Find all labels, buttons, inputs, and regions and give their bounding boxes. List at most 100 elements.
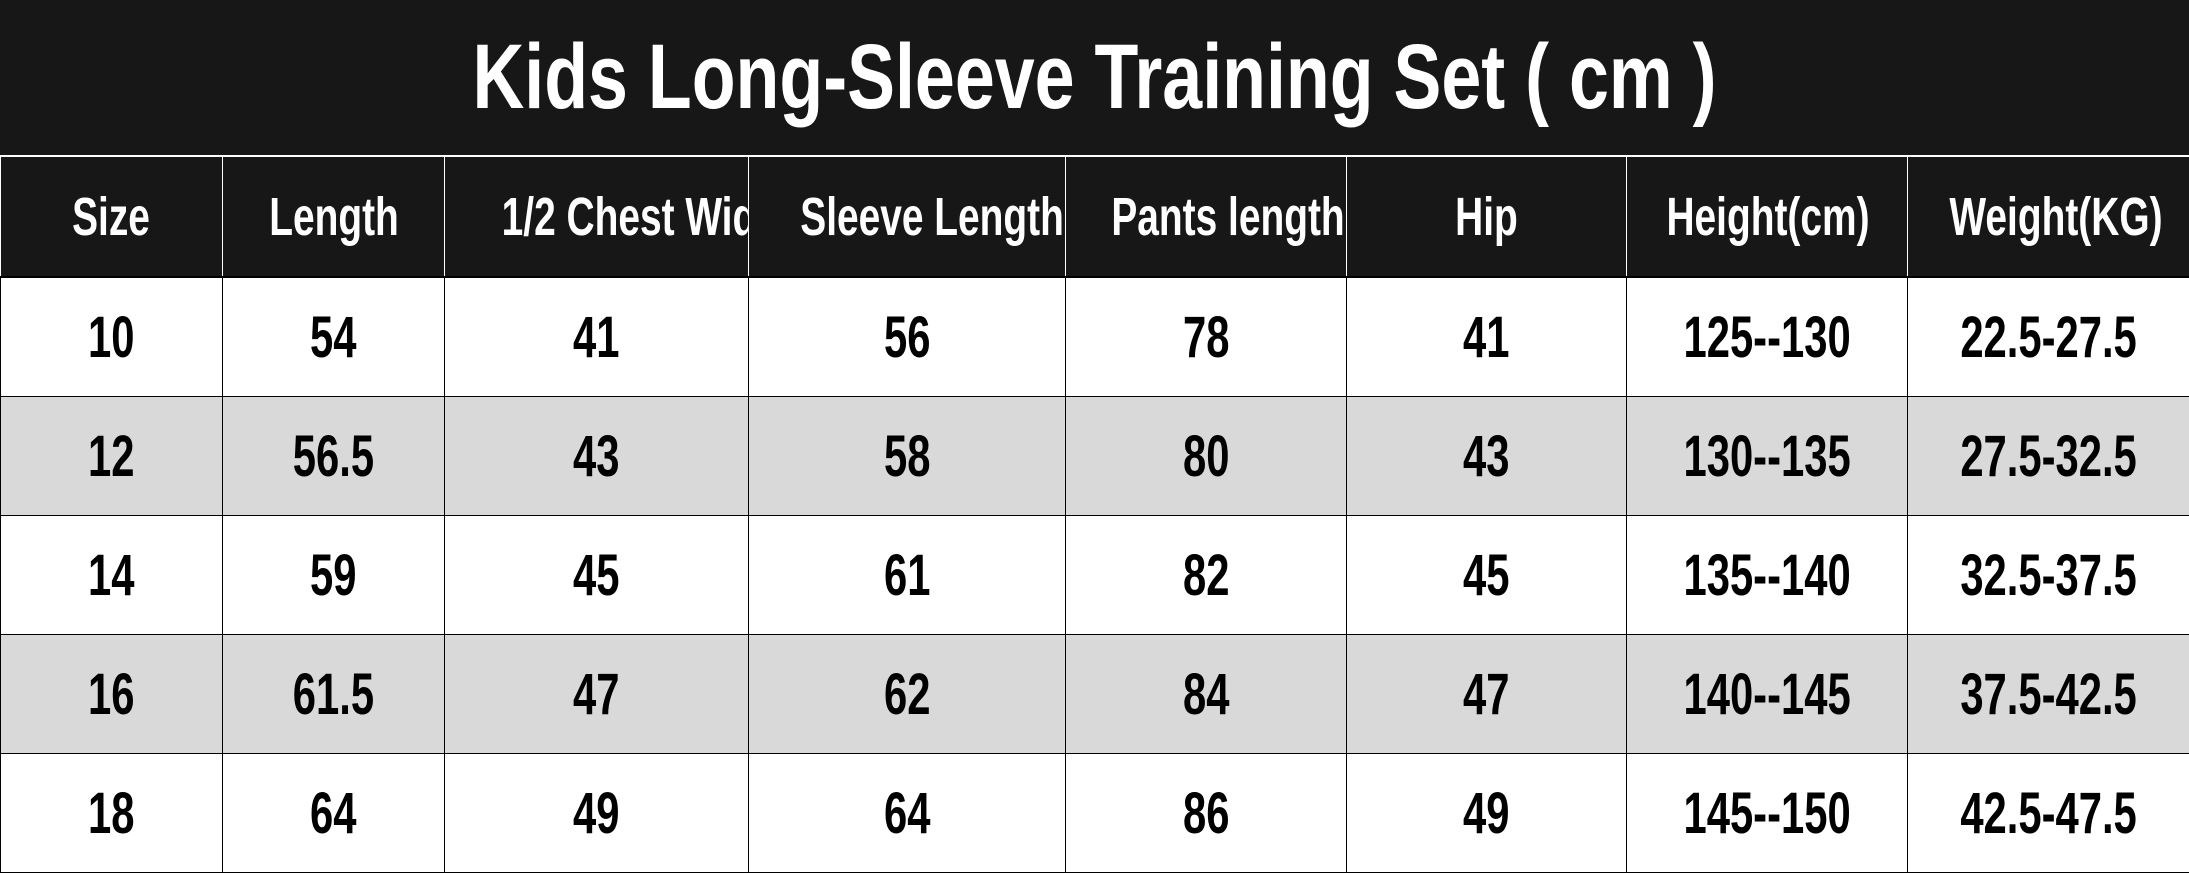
- table-cell: 86: [1066, 754, 1347, 873]
- cell-text: 49: [1463, 780, 1509, 847]
- cell-text: 64: [884, 780, 930, 847]
- table-cell: 49: [1347, 754, 1627, 873]
- table-cell: 140--145: [1627, 635, 1908, 754]
- cell-text: 61: [884, 542, 930, 609]
- cell-text: 135--140: [1683, 542, 1850, 609]
- cell-text: 32.5-37.5: [1960, 542, 2136, 609]
- column-header-text: Weight(KG): [1949, 186, 2162, 248]
- table-cell: 61.5: [223, 635, 445, 754]
- table-cell: 62: [749, 635, 1066, 754]
- table-cell: 42.5-47.5: [1908, 754, 2189, 873]
- table-cell: 41: [1347, 277, 1627, 397]
- cell-text: 10: [88, 304, 134, 371]
- table-row: 12 56.5 43 58 80 43 130--135 27.5-32.5: [1, 397, 2189, 516]
- table-cell: 49: [445, 754, 749, 873]
- cell-text: 42.5-47.5: [1960, 780, 2136, 847]
- cell-text: 56: [884, 304, 930, 371]
- cell-text: 145--150: [1683, 780, 1850, 847]
- column-header: Sleeve Length: [749, 157, 1066, 277]
- table-cell: 64: [223, 754, 445, 873]
- column-header-text: Height(cm): [1666, 186, 1869, 248]
- column-header: Hip: [1347, 157, 1627, 277]
- table-title: Kids Long-Sleeve Training Set ( cm ): [0, 0, 2189, 157]
- column-header: 1/2 Chest Width: [445, 157, 749, 277]
- table-cell: 125--130: [1627, 277, 1908, 397]
- table-cell: 80: [1066, 397, 1347, 516]
- cell-text: 47: [573, 661, 619, 728]
- table-cell: 78: [1066, 277, 1347, 397]
- table-cell: 45: [1347, 516, 1627, 635]
- table-cell: 58: [749, 397, 1066, 516]
- cell-text: 64: [310, 780, 356, 847]
- cell-text: 41: [573, 304, 619, 371]
- cell-text: 130--135: [1683, 423, 1850, 490]
- column-header: Length: [223, 157, 445, 277]
- cell-text: 61.5: [293, 661, 374, 728]
- cell-text: 22.5-27.5: [1960, 304, 2136, 371]
- table-cell: 130--135: [1627, 397, 1908, 516]
- table-cell: 82: [1066, 516, 1347, 635]
- table-cell: 10: [1, 277, 223, 397]
- table-cell: 14: [1, 516, 223, 635]
- column-header-text: Length: [269, 186, 399, 248]
- table-cell: 12: [1, 397, 223, 516]
- column-header: Pants length: [1066, 157, 1347, 277]
- table-cell: 84: [1066, 635, 1347, 754]
- cell-text: 86: [1183, 780, 1229, 847]
- table-row: 10 54 41 56 78 41 125--130 22.5-27.5: [1, 277, 2189, 397]
- cell-text: 62: [884, 661, 930, 728]
- column-header-text: 1/2 Chest Width: [502, 186, 749, 248]
- column-header-text: Size: [73, 186, 151, 248]
- column-header-text: Pants length: [1111, 186, 1344, 248]
- cell-text: 14: [88, 542, 134, 609]
- cell-text: 84: [1183, 661, 1229, 728]
- table-cell: 59: [223, 516, 445, 635]
- cell-text: 37.5-42.5: [1960, 661, 2136, 728]
- cell-text: 41: [1463, 304, 1509, 371]
- cell-text: 59: [310, 542, 356, 609]
- cell-text: 140--145: [1683, 661, 1850, 728]
- column-header: Height(cm): [1627, 157, 1908, 277]
- cell-text: 45: [1463, 542, 1509, 609]
- table-cell: 16: [1, 635, 223, 754]
- cell-text: 78: [1183, 304, 1229, 371]
- table-cell: 27.5-32.5: [1908, 397, 2189, 516]
- table-cell: 56.5: [223, 397, 445, 516]
- cell-text: 54: [310, 304, 356, 371]
- cell-text: 16: [88, 661, 134, 728]
- table-cell: 45: [445, 516, 749, 635]
- size-chart-table: Size Length 1/2 Chest Width Sleeve Length Pa…: [0, 157, 2189, 873]
- title-text: Kids Long-Sleeve Training Set ( cm ): [472, 25, 1716, 130]
- table-cell: 145--150: [1627, 754, 1908, 873]
- table-cell: 135--140: [1627, 516, 1908, 635]
- table-cell: 18: [1, 754, 223, 873]
- cell-text: 18: [88, 780, 134, 847]
- table-row: 16 61.5 47 62 84 47 140--145 37.5-42.5: [1, 635, 2189, 754]
- header-row: Size Length 1/2 Chest Width Sleeve Length Pa…: [1, 157, 2189, 277]
- cell-text: 12: [88, 423, 134, 490]
- table-cell: 32.5-37.5: [1908, 516, 2189, 635]
- cell-text: 45: [573, 542, 619, 609]
- table-cell: 61: [749, 516, 1066, 635]
- table-cell: 43: [445, 397, 749, 516]
- table-cell: 54: [223, 277, 445, 397]
- table-cell: 47: [445, 635, 749, 754]
- table-row: 14 59 45 61 82 45 135--140 32.5-37.5: [1, 516, 2189, 635]
- column-header-text: Hip: [1455, 186, 1518, 248]
- table-cell: 56: [749, 277, 1066, 397]
- cell-text: 80: [1183, 423, 1229, 490]
- cell-text: 49: [573, 780, 619, 847]
- table-cell: 43: [1347, 397, 1627, 516]
- cell-text: 56.5: [293, 423, 374, 490]
- table-cell: 47: [1347, 635, 1627, 754]
- column-header-text: Sleeve Length: [800, 186, 1064, 248]
- cell-text: 27.5-32.5: [1960, 423, 2136, 490]
- cell-text: 43: [573, 423, 619, 490]
- cell-text: 58: [884, 423, 930, 490]
- column-header: Weight(KG): [1908, 157, 2189, 277]
- cell-text: 47: [1463, 661, 1509, 728]
- column-header: Size: [1, 157, 223, 277]
- cell-text: 43: [1463, 423, 1509, 490]
- table-cell: 22.5-27.5: [1908, 277, 2189, 397]
- cell-text: 82: [1183, 542, 1229, 609]
